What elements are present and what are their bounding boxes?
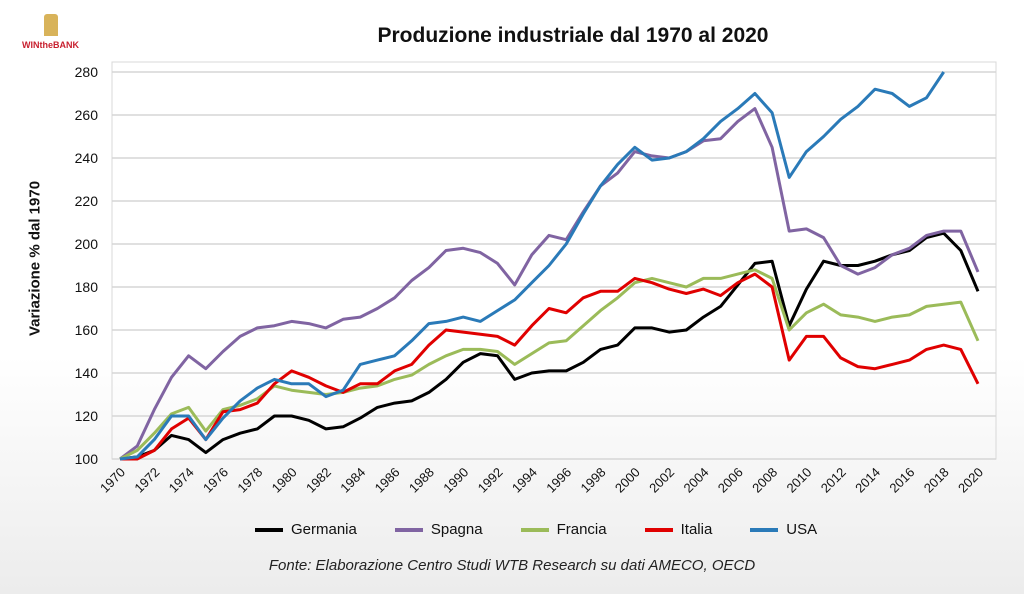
x-tick-label: 2014 <box>852 465 883 496</box>
legend-label: Francia <box>556 521 607 538</box>
x-tick-label: 2016 <box>886 465 917 496</box>
x-tick-label: 2010 <box>783 465 814 496</box>
x-tick-label: 2000 <box>612 465 643 496</box>
x-tick-label: 1988 <box>406 465 437 496</box>
x-tick-label: 1992 <box>475 465 506 496</box>
x-tick-label: 2004 <box>681 465 712 496</box>
x-tick-label: 2018 <box>921 465 952 496</box>
y-tick-label: 280 <box>75 64 99 80</box>
x-tick-label: 2006 <box>715 465 746 496</box>
series-line-italia <box>120 272 980 461</box>
x-tick-label: 1980 <box>269 465 300 496</box>
chart-title: Produzione industriale dal 1970 al 2020 <box>377 24 769 47</box>
x-tick-label: 1998 <box>578 465 609 496</box>
legend-label: Germania <box>291 521 357 538</box>
series-line-germania <box>119 231 980 461</box>
legend-item-usa: USA <box>750 521 817 538</box>
y-tick-label: 260 <box>75 107 99 123</box>
series-line-spagna <box>119 107 980 461</box>
logo-mark-icon <box>44 14 58 36</box>
x-tick-label: 1994 <box>509 465 540 496</box>
x-tick-label: 1978 <box>234 465 265 496</box>
legend-swatch <box>255 527 283 532</box>
x-tick-label: 1976 <box>200 465 231 496</box>
x-tick-label: 1970 <box>97 465 128 496</box>
x-tick-label: 1990 <box>440 465 471 496</box>
legend-swatch <box>750 527 779 532</box>
legend-swatch <box>394 527 423 532</box>
legend-swatch <box>644 527 673 532</box>
x-tick-label: 1996 <box>543 465 574 496</box>
source-note: Fonte: Elaborazione Centro Studi WTB Res… <box>268 557 756 574</box>
legend-label: USA <box>786 521 818 538</box>
legend-item-spagna: Spagna <box>394 521 483 538</box>
x-tick-label: 2012 <box>818 465 849 496</box>
logo: WINtheBANK <box>22 14 82 54</box>
x-tick-label: 1986 <box>372 465 403 496</box>
y-tick-label: 160 <box>75 322 99 338</box>
x-tick-label: 2002 <box>646 465 677 496</box>
legend: Germania Spagna Francia Italia USA <box>255 521 817 538</box>
legend-label: Spagna <box>430 521 483 538</box>
legend-label: Italia <box>680 521 713 538</box>
legend-swatch <box>520 527 549 532</box>
series-line-usa <box>119 71 945 461</box>
y-tick-label: 240 <box>75 150 99 166</box>
y-tick-label: 200 <box>75 236 99 252</box>
x-tick-label: 2020 <box>955 465 986 496</box>
x-tick-label: 1984 <box>337 465 368 496</box>
legend-item-germania: Germania <box>255 521 357 538</box>
x-tick-label: 1982 <box>303 465 334 496</box>
y-tick-label: 220 <box>75 193 99 209</box>
x-tick-label: 1974 <box>166 465 197 496</box>
y-tick-label: 140 <box>75 365 99 381</box>
x-tick-label: 2008 <box>749 465 780 496</box>
y-tick-label: 100 <box>75 451 99 467</box>
y-tick-label: 120 <box>75 408 99 424</box>
y-tick-label: 180 <box>75 279 99 295</box>
legend-item-italia: Italia <box>644 521 713 538</box>
legend-item-francia: Francia <box>520 521 607 538</box>
logo-text: WINtheBANK <box>22 40 79 50</box>
x-tick-label: 1972 <box>131 465 162 496</box>
